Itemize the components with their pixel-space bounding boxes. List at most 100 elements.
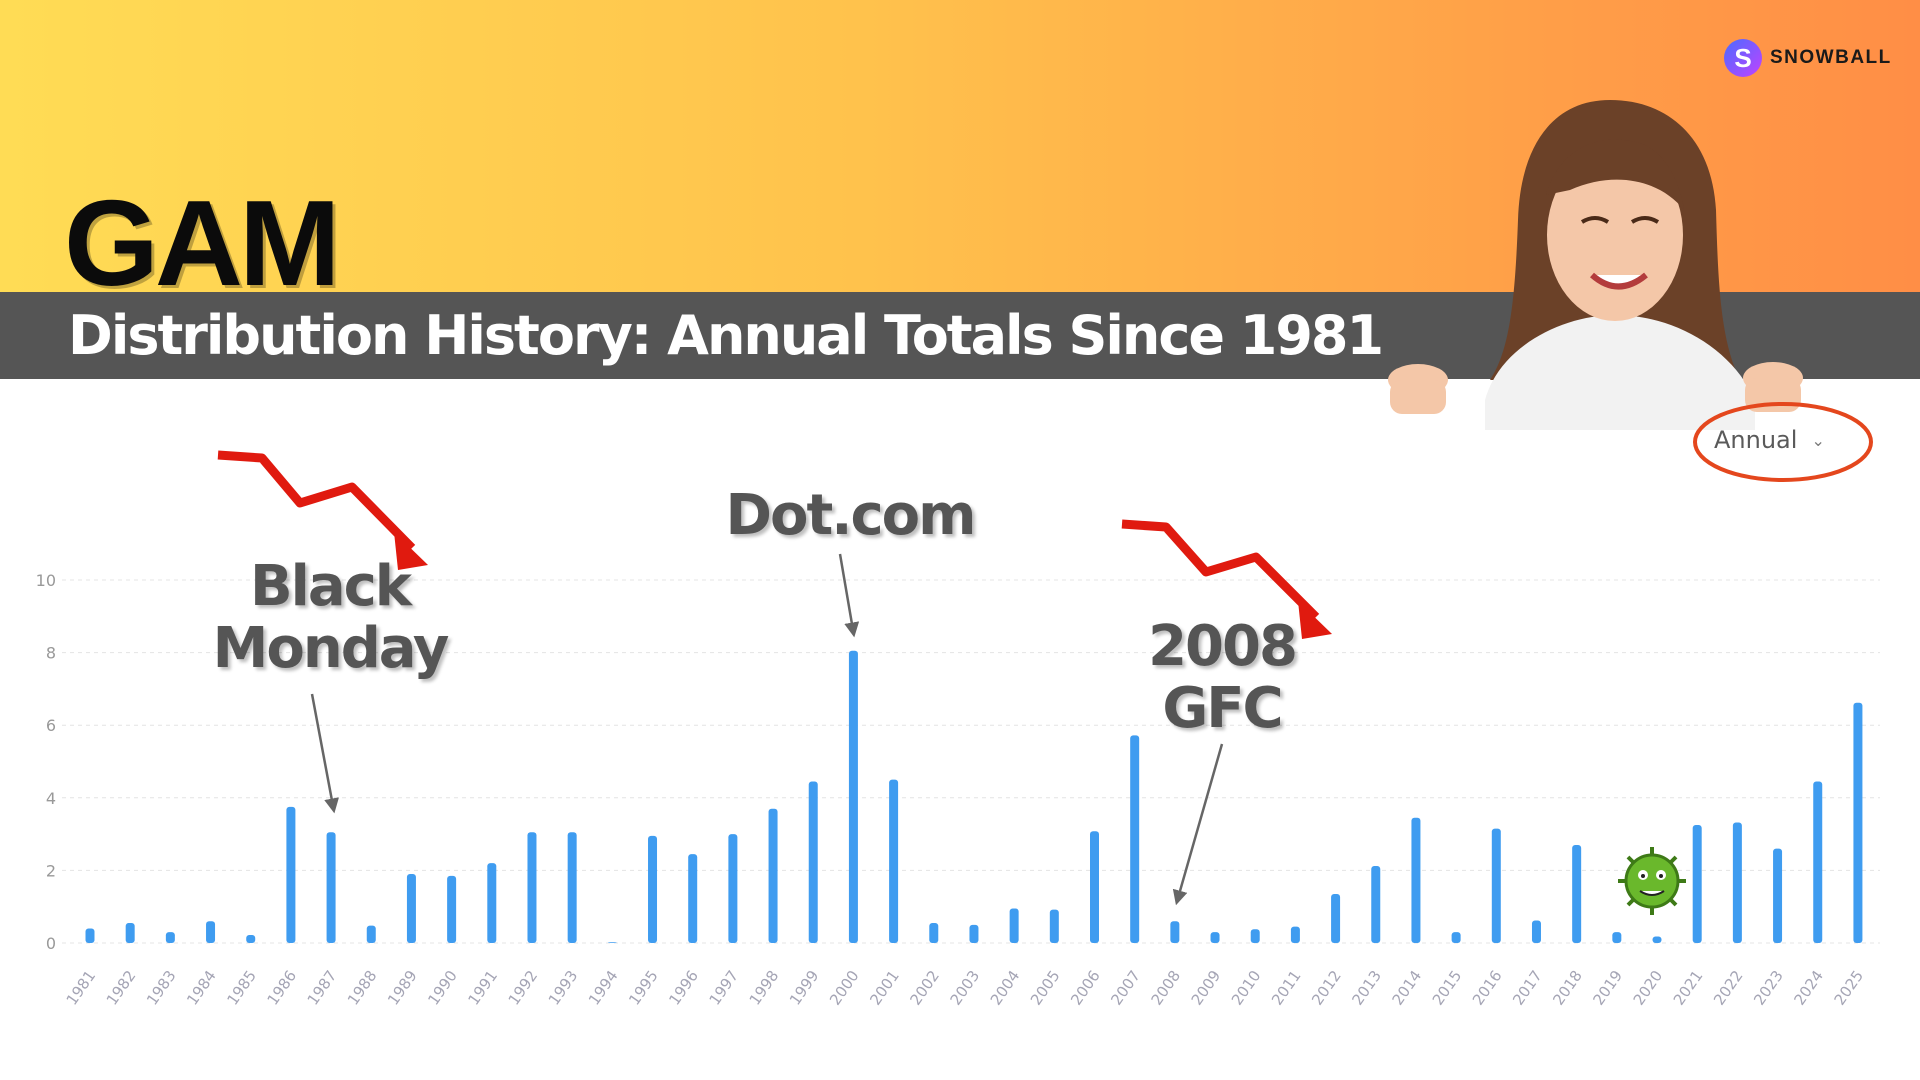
x-tick-label: 2021 — [1670, 967, 1707, 1009]
x-tick-label: 2011 — [1268, 967, 1305, 1009]
x-tick-label: 2003 — [947, 967, 984, 1009]
bar-1998[interactable] — [768, 808, 778, 943]
bar-1991[interactable] — [487, 863, 497, 943]
black-monday-line-2: Monday — [212, 616, 450, 681]
bar-2005[interactable] — [1049, 909, 1059, 943]
x-tick-label: 2024 — [1790, 967, 1827, 1009]
bar-2002[interactable] — [929, 923, 939, 943]
bar-1999[interactable] — [808, 781, 818, 943]
bar-2020[interactable] — [1652, 936, 1662, 943]
bar-2012[interactable] — [1331, 893, 1341, 943]
bar-2010[interactable] — [1250, 929, 1260, 943]
x-tick-label: 2001 — [866, 967, 903, 1009]
bar-2022[interactable] — [1732, 822, 1742, 943]
logo-icon: S — [1724, 39, 1762, 77]
bar-2025[interactable] — [1853, 702, 1863, 943]
ticker-title: GAM — [64, 175, 341, 311]
woman-peeking-illustration — [1388, 100, 1803, 430]
x-tick-label: 2004 — [987, 967, 1024, 1009]
bar-1983[interactable] — [165, 932, 175, 943]
bar-2016[interactable] — [1491, 828, 1501, 943]
bar-2007[interactable] — [1130, 735, 1140, 943]
x-tick-label: 2002 — [906, 967, 943, 1009]
x-tick-label: 2007 — [1107, 967, 1144, 1009]
y-tick-label: 6 — [46, 716, 56, 735]
x-tick-label: 1995 — [625, 967, 662, 1009]
bar-1988[interactable] — [366, 925, 376, 943]
x-tick-label: 1988 — [344, 967, 381, 1009]
x-tick-label: 2013 — [1348, 967, 1385, 1009]
y-tick-label: 10 — [36, 571, 56, 590]
x-tick-label: 2000 — [826, 967, 863, 1009]
bar-1996[interactable] — [688, 854, 698, 943]
x-tick-label: 1999 — [786, 967, 823, 1009]
bar-2015[interactable] — [1451, 932, 1461, 943]
x-tick-label: 2019 — [1589, 967, 1626, 1009]
y-tick-label: 8 — [46, 644, 56, 663]
bar-1989[interactable] — [406, 874, 416, 943]
bar-1985[interactable] — [246, 935, 256, 943]
bar-1981[interactable] — [85, 928, 95, 943]
bar-1992[interactable] — [527, 832, 537, 943]
gfc-annotation: 2008 GFC — [1112, 616, 1332, 740]
x-tick-label: 2018 — [1549, 967, 1586, 1009]
x-tick-label: 1991 — [464, 967, 501, 1009]
bar-2024[interactable] — [1813, 781, 1823, 943]
x-tick-label: 1982 — [103, 967, 140, 1009]
bar-2003[interactable] — [969, 924, 979, 943]
x-tick-label: 1981 — [63, 967, 100, 1009]
bar-2009[interactable] — [1210, 932, 1220, 943]
x-tick-label: 1993 — [545, 967, 582, 1009]
bar-1995[interactable] — [648, 835, 658, 943]
bar-1990[interactable] — [447, 875, 457, 943]
bar-2014[interactable] — [1411, 817, 1421, 943]
x-tick-label: 1984 — [183, 967, 220, 1009]
y-tick-label: 4 — [46, 789, 56, 808]
bar-2006[interactable] — [1090, 831, 1099, 943]
x-tick-label: 2025 — [1831, 967, 1868, 1009]
bar-2000[interactable] — [848, 650, 858, 943]
x-tick-label: 1990 — [424, 967, 461, 1009]
bar-1994[interactable] — [607, 942, 617, 943]
x-tick-label: 1985 — [223, 967, 260, 1009]
x-tick-label: 1992 — [505, 967, 542, 1009]
x-tick-label: 1987 — [304, 967, 341, 1009]
page-subtitle: Distribution History: Annual Totals Sinc… — [68, 304, 1384, 367]
x-tick-label: 1983 — [143, 967, 180, 1009]
bar-2011[interactable] — [1290, 926, 1300, 943]
bar-1984[interactable] — [206, 921, 216, 943]
gfc-line-2: GFC — [1162, 676, 1283, 741]
x-tick-label: 2020 — [1630, 967, 1667, 1009]
x-tick-label: 2023 — [1750, 967, 1787, 1009]
bar-1993[interactable] — [567, 832, 577, 943]
bar-2017[interactable] — [1531, 920, 1541, 943]
bar-1987[interactable] — [326, 832, 336, 943]
dotcom-annotation: Dot.com — [725, 483, 976, 548]
bar-1986[interactable] — [286, 806, 296, 943]
x-tick-label: 2005 — [1027, 967, 1064, 1009]
bar-2018[interactable] — [1572, 844, 1582, 943]
bar-2021[interactable] — [1692, 825, 1702, 943]
x-tick-label: 2015 — [1429, 967, 1466, 1009]
x-tick-label: 2012 — [1308, 967, 1345, 1009]
bar-2001[interactable] — [889, 779, 899, 943]
bar-1982[interactable] — [125, 923, 135, 943]
bar-2023[interactable] — [1773, 848, 1783, 943]
snowball-logo: S SNOWBALL — [1724, 38, 1892, 78]
x-tick-label: 2016 — [1469, 967, 1506, 1009]
logo-text: SNOWBALL — [1770, 47, 1892, 68]
bar-2004[interactable] — [1009, 908, 1019, 943]
x-tick-label: 1997 — [706, 967, 743, 1009]
y-tick-label: 0 — [46, 934, 56, 953]
bar-2013[interactable] — [1371, 866, 1381, 943]
black-monday-annotation: Black Monday — [200, 556, 460, 680]
black-monday-line-1: Black — [249, 554, 412, 619]
bar-2008[interactable] — [1170, 921, 1180, 943]
gfc-line-1: 2008 — [1148, 614, 1298, 679]
x-tick-label: 1994 — [585, 967, 622, 1009]
x-tick-label: 1996 — [665, 967, 702, 1009]
bar-2019[interactable] — [1612, 932, 1622, 943]
x-tick-label: 2022 — [1710, 967, 1747, 1009]
x-tick-label: 2010 — [1228, 967, 1265, 1009]
bar-1997[interactable] — [728, 834, 738, 943]
